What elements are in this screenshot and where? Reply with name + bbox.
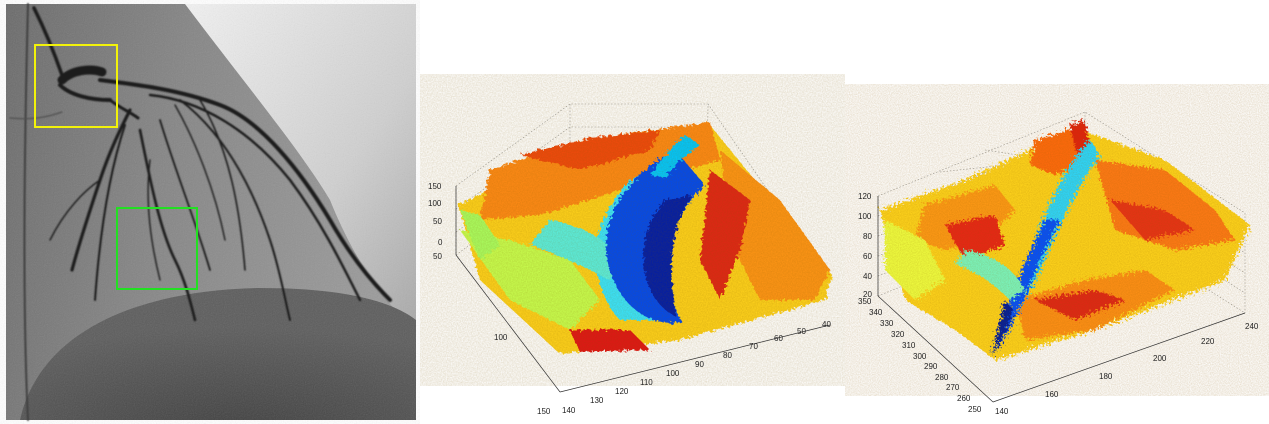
x-tick: 200: [1153, 354, 1167, 363]
y-tick: 350: [858, 297, 872, 306]
x-tick: 130: [590, 396, 604, 405]
coronary-vessels: [9, 3, 392, 421]
surface-plot-1-canvas: 150 100 50 0 50 100 150 140 130 120 110 …: [428, 100, 836, 416]
angiogram-image: [6, 3, 416, 421]
z-tick: 60: [863, 252, 872, 261]
surface-1-axes: [455, 186, 831, 393]
x-tick: 120: [615, 387, 629, 396]
roi-box-green: [116, 207, 198, 290]
x-tick: 50: [797, 327, 806, 336]
y-tick: 280: [935, 373, 949, 382]
y-tick: 320: [891, 330, 905, 339]
surface-1-texture: [456, 100, 836, 360]
y-tick: 270: [946, 383, 960, 392]
x-tick: 180: [1099, 372, 1113, 381]
x-tick: 40: [822, 320, 831, 329]
surface-1-z-ticks: 150 100 50 0: [428, 182, 443, 247]
z-tick: 40: [863, 272, 872, 281]
surface-plot-2: 120 100 80 60 40 20 350 340 330 320 310 …: [845, 0, 1269, 424]
x-tick: 140: [995, 407, 1009, 416]
x-tick: 70: [749, 342, 758, 351]
y-tick: 250: [968, 405, 982, 414]
z-tick: 0: [438, 238, 443, 247]
x-tick: 80: [723, 351, 732, 360]
surface-2-texture: [878, 110, 1258, 370]
y-tick: 260: [957, 394, 971, 403]
x-tick: 240: [1245, 322, 1259, 331]
z-tick: 100: [858, 212, 872, 221]
z-tick: 150: [428, 182, 442, 191]
x-tick: 100: [666, 369, 680, 378]
z-tick: 80: [863, 232, 872, 241]
y-tick: 290: [924, 362, 938, 371]
y-tick: 310: [902, 341, 916, 350]
x-tick: 90: [695, 360, 704, 369]
y-tick: 50: [433, 252, 442, 261]
z-tick: 50: [433, 217, 442, 226]
surface-2-y-ticks: 350 340 330 320 310 300 290 280 270 260 …: [858, 297, 982, 414]
surface-2-x-ticks: 140 160 180 200 220 240: [995, 322, 1259, 416]
surface-2-axes: [877, 196, 1246, 403]
y-tick: 300: [913, 352, 927, 361]
surface-1-y-ticks: 50 100 150: [433, 252, 551, 416]
z-tick: 100: [428, 199, 442, 208]
y-tick: 330: [880, 319, 894, 328]
y-tick: 150: [537, 407, 551, 416]
surface-plot-2-canvas: 120 100 80 60 40 20 350 340 330 320 310 …: [858, 110, 1259, 416]
surface-plot-1: 150 100 50 0 50 100 150 140 130 120 110 …: [420, 0, 845, 424]
z-tick: 20: [863, 290, 872, 299]
x-tick: 220: [1201, 337, 1215, 346]
x-tick: 160: [1045, 390, 1059, 399]
y-tick: 340: [869, 308, 883, 317]
angiogram-panel: [0, 0, 420, 424]
roi-box-yellow: [34, 44, 118, 128]
x-tick: 60: [774, 334, 783, 343]
surface-1-x-ticks: 140 130 120 110 100 90 80 70 60 50 40: [562, 320, 831, 415]
y-tick: 100: [494, 333, 508, 342]
surface-2-z-ticks: 120 100 80 60 40 20: [858, 192, 872, 299]
x-tick: 110: [640, 378, 653, 387]
x-tick: 140: [562, 406, 576, 415]
z-tick: 120: [858, 192, 872, 201]
